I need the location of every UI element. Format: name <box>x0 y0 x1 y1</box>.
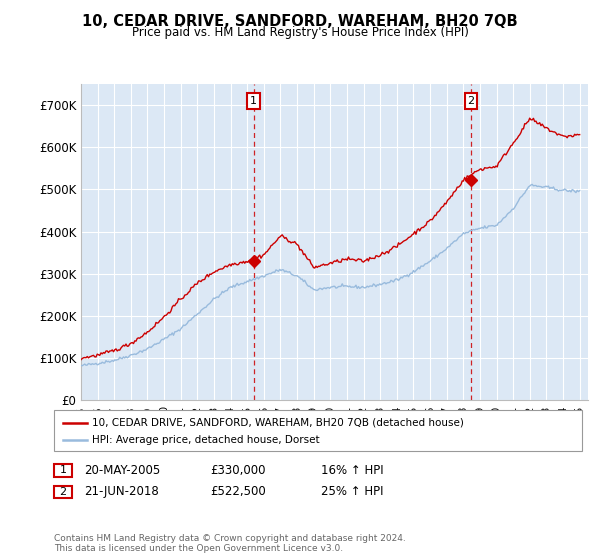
Text: 1: 1 <box>59 465 67 475</box>
Text: 25% ↑ HPI: 25% ↑ HPI <box>321 485 383 498</box>
Text: 10, CEDAR DRIVE, SANDFORD, WAREHAM, BH20 7QB (detached house): 10, CEDAR DRIVE, SANDFORD, WAREHAM, BH20… <box>92 418 464 428</box>
Text: 1: 1 <box>250 96 257 106</box>
Text: Price paid vs. HM Land Registry's House Price Index (HPI): Price paid vs. HM Land Registry's House … <box>131 26 469 39</box>
Text: Contains HM Land Registry data © Crown copyright and database right 2024.
This d: Contains HM Land Registry data © Crown c… <box>54 534 406 553</box>
Text: £522,500: £522,500 <box>210 485 266 498</box>
Text: 2: 2 <box>59 487 67 497</box>
Text: 10, CEDAR DRIVE, SANDFORD, WAREHAM, BH20 7QB: 10, CEDAR DRIVE, SANDFORD, WAREHAM, BH20… <box>82 14 518 29</box>
Text: 21-JUN-2018: 21-JUN-2018 <box>84 485 159 498</box>
Text: 20-MAY-2005: 20-MAY-2005 <box>84 464 160 477</box>
Text: 2: 2 <box>467 96 475 106</box>
Text: HPI: Average price, detached house, Dorset: HPI: Average price, detached house, Dors… <box>92 435 319 445</box>
Text: 16% ↑ HPI: 16% ↑ HPI <box>321 464 383 477</box>
Text: £330,000: £330,000 <box>210 464 265 477</box>
